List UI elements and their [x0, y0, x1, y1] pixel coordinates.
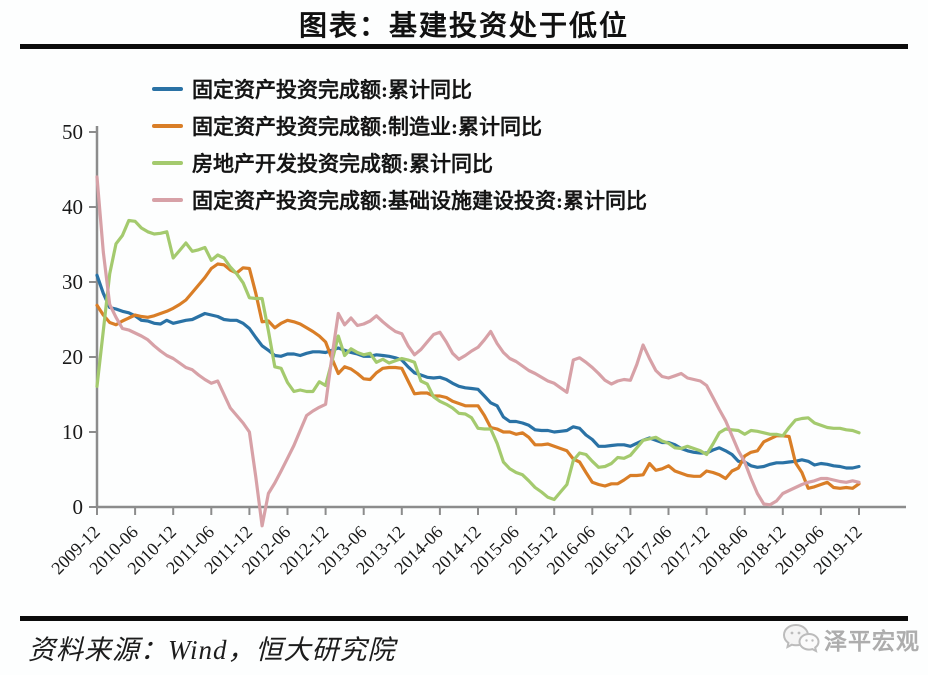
zeping-macro-logo-icon — [782, 623, 820, 653]
y-tick-label: 30 — [62, 270, 83, 294]
legend-item-manufacturing: 固定资产投资完成额:制造业:累计同比 — [152, 107, 647, 144]
bottom-divider-rule — [20, 616, 908, 621]
y-tick-label: 40 — [62, 195, 83, 219]
legend-line-swatch-green — [152, 160, 183, 165]
y-tick-label: 20 — [62, 345, 83, 369]
legend-item-infrastructure: 固定资产投资完成额:基础设施建设投资:累计同比 — [152, 181, 647, 218]
legend-item-fai-total: 固定资产投资完成额:累计同比 — [152, 70, 647, 107]
y-tick-label: 0 — [73, 495, 84, 519]
legend-label: 固定资产投资完成额:累计同比 — [192, 77, 472, 102]
series-line-0 — [95, 273, 861, 470]
legend-label: 房地产开发投资完成额:累计同比 — [192, 151, 493, 176]
legend-line-swatch-orange — [152, 123, 183, 128]
legend-line-swatch-pink — [152, 197, 183, 202]
watermark: 泽平宏观 — [782, 622, 920, 656]
legend-label: 固定资产投资完成额:制造业:累计同比 — [192, 114, 542, 139]
watermark-text: 泽平宏观 — [824, 629, 920, 654]
series-line-3 — [95, 175, 861, 528]
top-divider-rule — [20, 44, 908, 49]
series-line-1 — [95, 262, 861, 490]
legend-label: 固定资产投资完成额:基础设施建设投资:累计同比 — [192, 188, 647, 213]
chart-legend: 固定资产投资完成额:累计同比 固定资产投资完成额:制造业:累计同比 房地产开发投… — [152, 70, 647, 218]
legend-item-real-estate: 房地产开发投资完成额:累计同比 — [152, 144, 647, 181]
y-tick-label: 50 — [62, 120, 83, 144]
legend-line-swatch-blue — [152, 86, 183, 91]
y-tick-label: 10 — [62, 420, 83, 444]
series-line-2 — [95, 218, 861, 502]
source-note: 资料来源：Wind，恒大研究院 — [28, 635, 396, 665]
chart-title: 图表：基建投资处于低位 — [298, 11, 629, 42]
